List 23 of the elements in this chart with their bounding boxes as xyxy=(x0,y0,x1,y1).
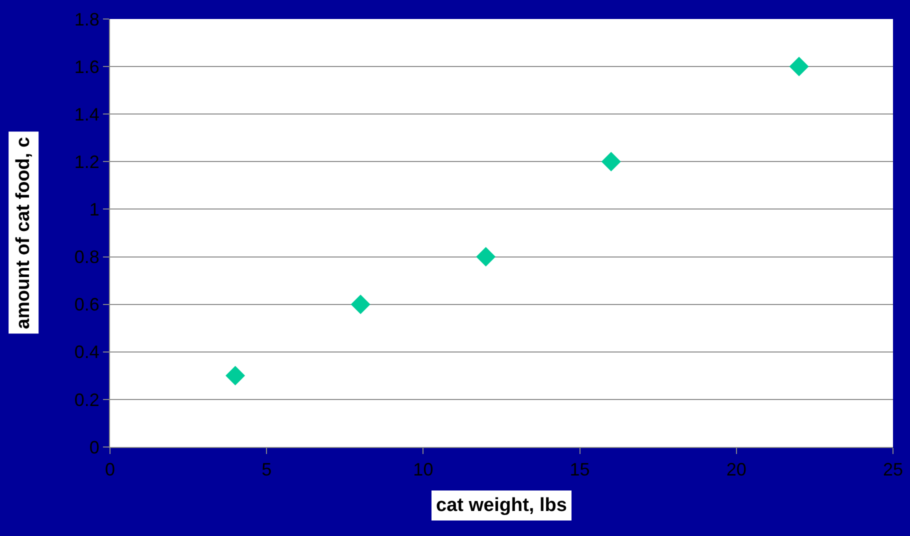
point xyxy=(226,366,246,386)
x-tick-label: 5 xyxy=(262,460,272,480)
x-axis-title: cat weight, lbs xyxy=(436,495,567,516)
y-tick-label: 0.4 xyxy=(74,342,100,362)
y-tick-label: 0 xyxy=(89,437,100,458)
y-tick-label: 0.2 xyxy=(74,390,100,410)
y-tick-label: 1.4 xyxy=(74,104,100,124)
point xyxy=(350,294,370,314)
y-tick-label: 0.8 xyxy=(74,247,100,268)
y-tick-label: 0.6 xyxy=(74,294,100,315)
x-tick-label: 15 xyxy=(570,460,590,480)
y-tick-label: 1.8 xyxy=(74,9,100,30)
y-tick-label: 1.6 xyxy=(74,56,100,77)
point xyxy=(789,56,809,76)
y-tick-label: 1 xyxy=(89,200,100,220)
y-axis-title: amount of cat food, c xyxy=(13,136,34,330)
point xyxy=(476,247,496,267)
y-tick-label: 1.2 xyxy=(74,152,100,172)
x-tick-label: 20 xyxy=(726,460,746,480)
x-tick-label: 10 xyxy=(413,460,434,480)
x-tick-label: 25 xyxy=(882,460,904,480)
x-tick-label: 0 xyxy=(104,460,116,480)
point xyxy=(601,152,621,172)
